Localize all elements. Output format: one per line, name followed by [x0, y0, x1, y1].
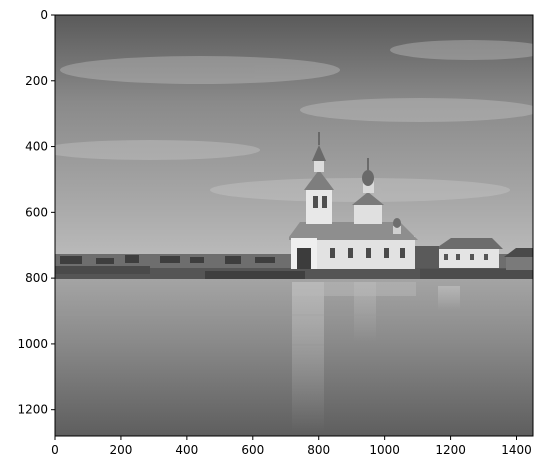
y-tick-label: 0 — [40, 8, 48, 22]
x-tick-label: 400 — [175, 443, 198, 457]
water-reflections — [292, 282, 460, 432]
y-axis: 0 200 400 600 800 1000 1200 — [17, 8, 55, 417]
y-tick-label: 1000 — [17, 337, 48, 351]
x-tick-label: 1400 — [501, 443, 532, 457]
x-tick-label: 1000 — [369, 443, 400, 457]
church — [289, 132, 418, 269]
x-tick-label: 800 — [307, 443, 330, 457]
axes-frame — [54, 14, 534, 437]
x-tick-label: 600 — [241, 443, 264, 457]
y-tick-label: 600 — [25, 205, 48, 219]
y-tick-label: 800 — [25, 271, 48, 285]
y-tick-label: 200 — [25, 74, 48, 88]
x-axis: 0 200 400 600 800 1000 1200 1400 — [51, 436, 532, 457]
distant-houses — [60, 255, 275, 264]
y-tick-label: 400 — [25, 140, 48, 154]
sky-region — [55, 15, 533, 265]
right-houses — [415, 238, 533, 270]
y-tick-label: 1200 — [17, 403, 48, 417]
x-tick-label: 0 — [51, 443, 59, 457]
cloud-streaks — [55, 40, 533, 202]
x-tick-label: 200 — [109, 443, 132, 457]
photo-image — [55, 15, 533, 436]
x-tick-label: 1200 — [435, 443, 466, 457]
